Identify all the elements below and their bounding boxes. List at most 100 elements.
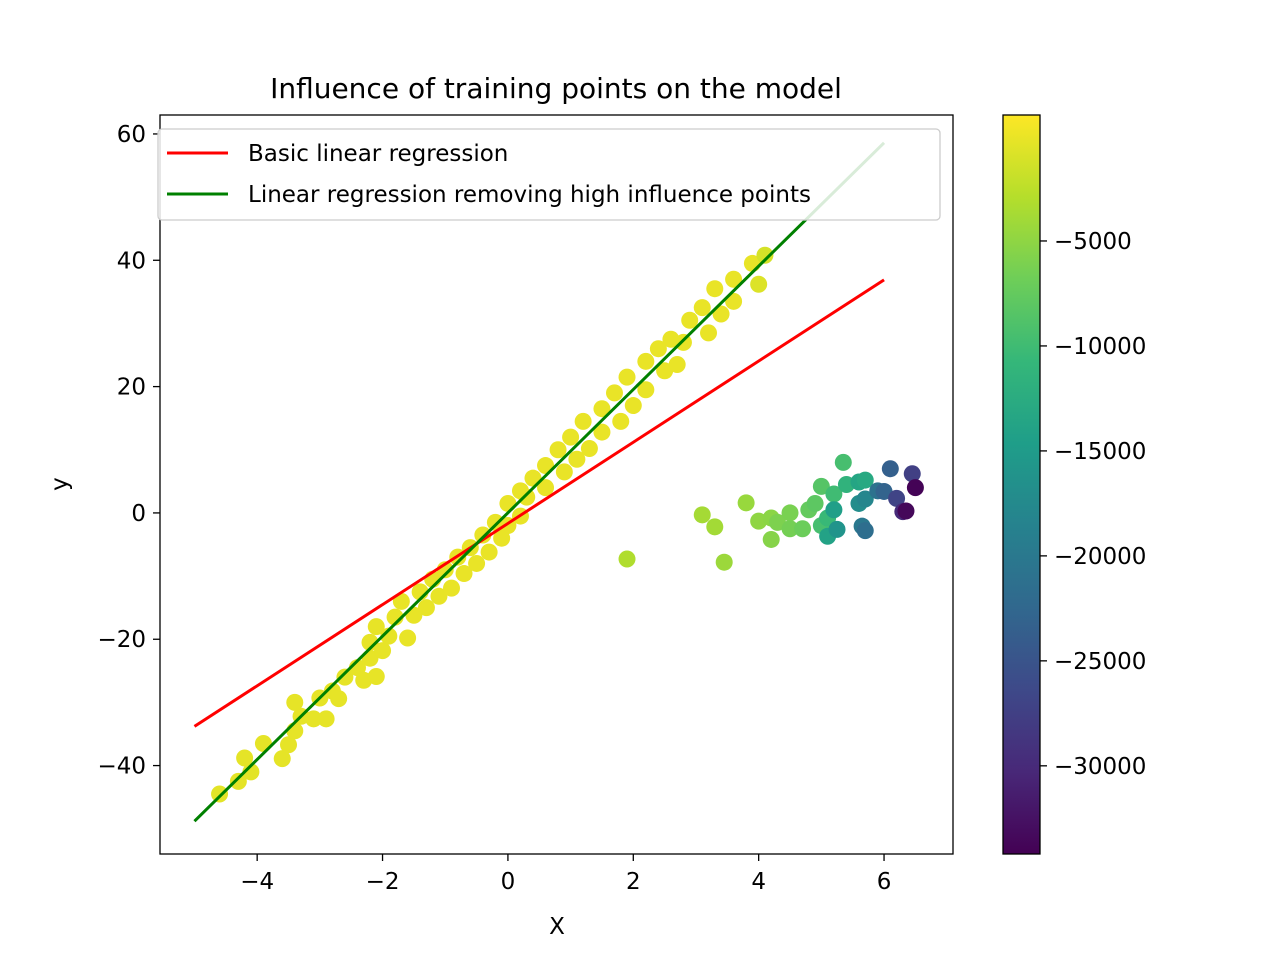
scatter-point — [812, 477, 830, 495]
scatter-point — [637, 352, 655, 370]
x-tick-label: 2 — [626, 869, 641, 895]
scatter-point — [875, 482, 893, 500]
scatter-point — [336, 668, 354, 686]
scatter-point — [361, 633, 379, 651]
scatter-point — [906, 479, 924, 497]
scatter-point — [737, 494, 755, 512]
scatter-point — [856, 490, 874, 508]
colorbar-tick-label: −30000 — [1054, 754, 1146, 780]
legend-box — [157, 128, 941, 221]
x-tick-label: 4 — [751, 869, 766, 895]
scatter-point — [430, 587, 448, 605]
scatter-point — [580, 439, 598, 457]
scatter-point — [236, 749, 254, 767]
scatter-point — [624, 397, 642, 415]
y-tick-label: 0 — [131, 501, 146, 527]
scatter-point — [242, 763, 260, 781]
scatter-point — [474, 526, 492, 544]
scatter-point — [700, 324, 718, 342]
scatter-point — [367, 618, 385, 636]
scatter-point — [681, 311, 699, 329]
scatter-point — [499, 494, 517, 512]
scatter-point — [825, 501, 843, 519]
scatter-point — [725, 270, 743, 288]
scatter-point — [280, 736, 298, 754]
scatter-point — [856, 471, 874, 489]
colorbar-tick-label: −20000 — [1054, 544, 1146, 570]
scatter-point — [618, 368, 636, 386]
scatter-point — [229, 772, 247, 790]
scatter-point — [518, 488, 536, 506]
scatter-point — [286, 722, 304, 740]
colorbar: −5000 −10000 −15000 −20000 −25000 −30000 — [1002, 114, 1146, 855]
scatter-point — [768, 513, 786, 531]
plot-background — [160, 115, 953, 854]
scatter-point — [693, 506, 711, 524]
plot-area — [159, 114, 954, 855]
scatter-point — [828, 520, 846, 538]
scatter-point — [618, 550, 636, 568]
y-tick-label: 40 — [117, 248, 146, 274]
y-tick-label: 20 — [117, 375, 146, 401]
colorbar-tick-label: −25000 — [1054, 649, 1146, 675]
scatter-point — [750, 275, 768, 293]
scatter-point — [794, 520, 812, 538]
legend-label-basic-regression: Basic linear regression — [248, 141, 508, 167]
scatter-point — [455, 565, 473, 583]
scatter-point — [562, 428, 580, 446]
x-tick-label: −2 — [366, 869, 400, 895]
scatter-point — [856, 522, 874, 540]
colorbar-frame — [1002, 114, 1041, 855]
chart-title: Influence of training points on the mode… — [270, 72, 842, 105]
scatter-point — [668, 355, 686, 373]
scatter-point — [706, 280, 724, 298]
scatter-point — [442, 579, 460, 597]
scatter-point — [756, 246, 774, 264]
scatter-point — [574, 412, 592, 430]
scatter-point — [417, 599, 435, 617]
scatter-point — [897, 502, 915, 520]
scatter-point — [693, 299, 711, 317]
scatter-point — [399, 629, 417, 647]
scatter-point — [762, 530, 780, 548]
scatter-point — [781, 504, 799, 522]
scatter-point — [537, 479, 555, 497]
scatter-point — [211, 785, 229, 803]
basic-regression-line — [193, 278, 885, 728]
scatter-point — [468, 554, 486, 572]
y-tick-label: 60 — [117, 122, 146, 148]
scatter-point — [392, 592, 410, 610]
scatter-point — [330, 690, 348, 708]
scatter-point — [656, 362, 674, 380]
y-axis-label: y — [47, 477, 73, 491]
y-axis: −40 −20 0 20 40 60 — [97, 122, 160, 780]
scatter-point — [317, 710, 335, 728]
colorbar-tick-label: −10000 — [1054, 334, 1146, 360]
scatter-point — [888, 489, 906, 507]
x-tick-label: −4 — [240, 869, 274, 895]
scatter-point — [273, 750, 291, 768]
scatter-point — [549, 441, 567, 459]
scatter-point — [380, 627, 398, 645]
scatter-points — [211, 246, 924, 803]
scatter-point — [555, 463, 573, 481]
x-tick-label: 6 — [877, 869, 892, 895]
colorbar-tick-label: −15000 — [1054, 439, 1146, 465]
regression-lines — [193, 141, 886, 823]
y-tick-label: −40 — [97, 754, 146, 780]
scatter-point — [374, 642, 392, 660]
scatter-point — [806, 494, 824, 512]
robust-regression-line — [193, 141, 886, 823]
scatter-point — [367, 668, 385, 686]
scatter-point — [825, 485, 843, 503]
scatter-point — [568, 450, 586, 468]
colorbar-gradient — [1003, 115, 1040, 854]
x-axis: −4 −2 0 2 4 6 — [240, 854, 891, 895]
scatter-point — [612, 412, 630, 430]
scatter-point — [593, 423, 611, 441]
scatter-point — [493, 529, 511, 547]
plot-frame — [159, 114, 954, 855]
scatter-point — [286, 693, 304, 711]
scatter-point — [781, 520, 799, 538]
